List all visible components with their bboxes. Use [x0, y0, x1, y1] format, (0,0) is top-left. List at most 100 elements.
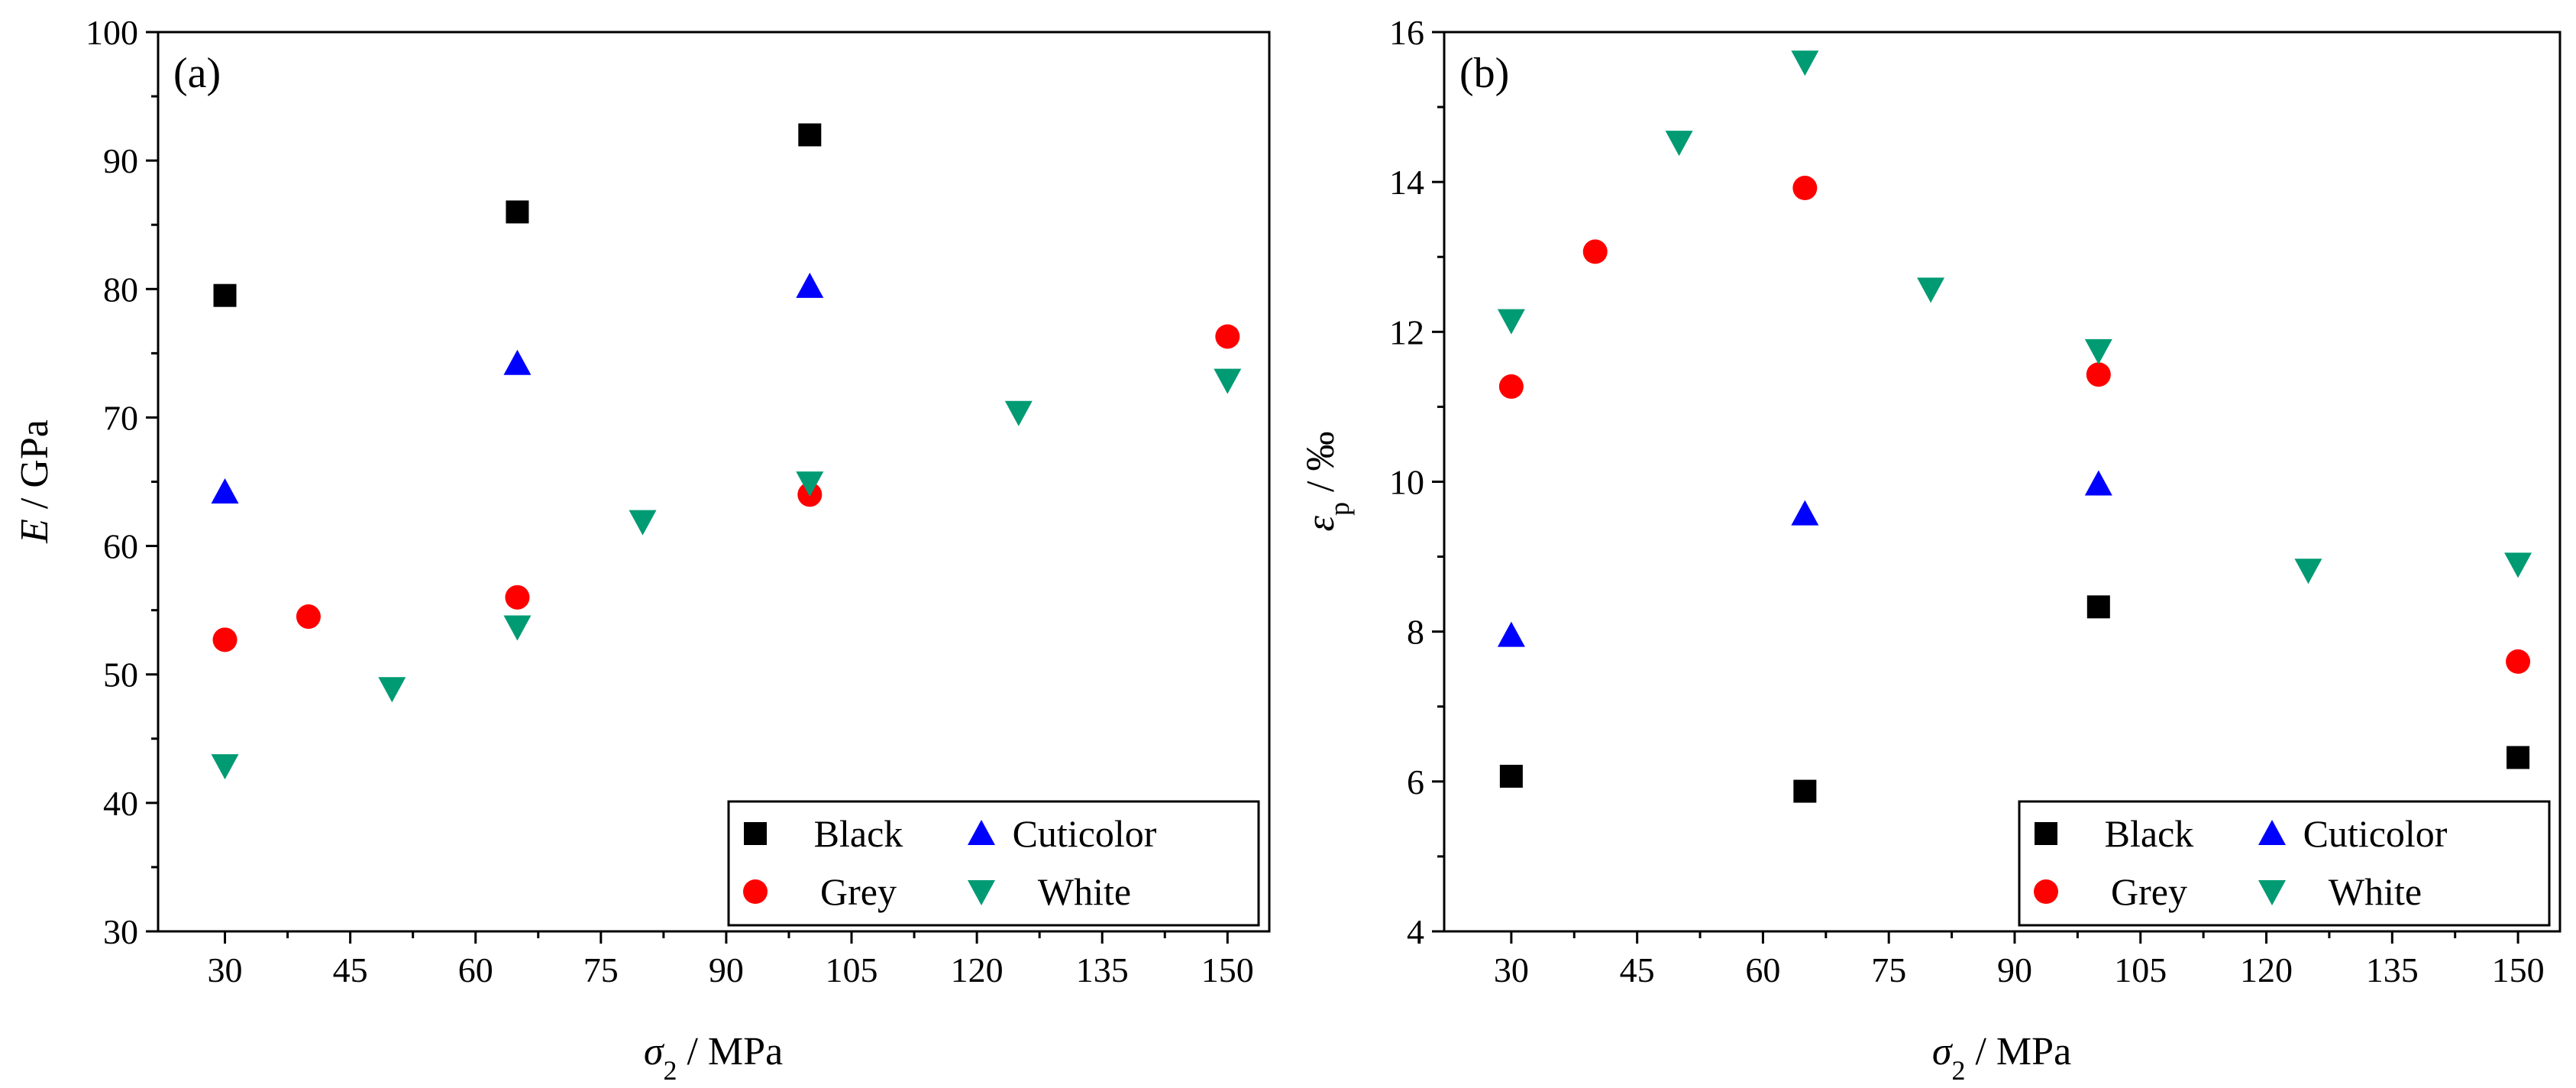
- data-point-grey: [1498, 374, 1524, 399]
- y-tick-label: 12: [1389, 312, 1424, 351]
- data-point-black: [1793, 779, 1817, 803]
- legend-marker-grey: [2034, 879, 2058, 904]
- y-tick-label: 4: [1407, 912, 1424, 951]
- y-axis-unit: / GPa: [13, 419, 57, 519]
- x-axis-symbol: σ: [644, 1030, 665, 1073]
- data-point-white: [2294, 559, 2322, 584]
- data-point-cuticolor: [211, 478, 239, 504]
- legend-marker-white: [2258, 880, 2286, 905]
- series-black: [1499, 595, 2530, 803]
- x-axis-subscript: 2: [1951, 1055, 1965, 1086]
- data-point-white: [796, 471, 824, 497]
- x-axis-label: σ2 / MPa: [644, 1030, 783, 1086]
- series-white: [1497, 50, 2532, 584]
- chart-panel-b: 30 45 60 75 90 105 120 135 150 4 6 8 10 12 14 16 (b) σ2 /…: [1299, 13, 2561, 1086]
- legend-box: [727, 800, 1260, 927]
- legend-label-cuticolor: Cuticolor: [1013, 812, 1157, 855]
- data-point-grey: [1582, 239, 1608, 264]
- legend-marker-black: [2035, 822, 2057, 845]
- data-point-black: [506, 200, 529, 224]
- y-axis-unit: / ‰: [1299, 432, 1343, 502]
- legend-label-white: White: [1038, 870, 1131, 913]
- data-point-white: [629, 510, 657, 536]
- data-point-grey: [2086, 362, 2111, 387]
- data-point-grey: [212, 627, 238, 652]
- y-tick-label: 80: [103, 270, 138, 309]
- data-point-white: [1214, 368, 1242, 394]
- x-axis-unit: / MPa: [1965, 1030, 2071, 1073]
- y-tick-label: 10: [1389, 463, 1424, 502]
- legend-label-white: White: [2329, 870, 2422, 913]
- data-point-cuticolor: [503, 349, 532, 375]
- data-point-black: [1499, 764, 1523, 788]
- x-tick-label: 150: [2492, 950, 2545, 989]
- data-point-white: [2504, 552, 2532, 578]
- y-tick-label: 100: [86, 13, 138, 52]
- y-axis-label: E / GPa: [13, 419, 57, 544]
- x-tick-label: 105: [826, 950, 878, 989]
- series-black: [213, 123, 822, 307]
- x-tick-label: 105: [2114, 950, 2167, 989]
- x-tick-label: 30: [1494, 950, 1529, 989]
- plot-frame: [1443, 31, 2561, 933]
- series-grey: [1498, 176, 2531, 674]
- legend-marker-white: [968, 880, 995, 905]
- y-tick-label: 14: [1389, 163, 1424, 202]
- data-point-grey: [1792, 176, 1818, 201]
- x-axis-label: σ2 / MPa: [1932, 1030, 2071, 1086]
- x-axis-symbol: σ: [1932, 1030, 1954, 1073]
- y-tick-label: 16: [1389, 13, 1424, 52]
- y-tick-label: 50: [103, 656, 138, 695]
- y-tick-label: 40: [103, 784, 138, 823]
- x-tick-label: 120: [2240, 950, 2293, 989]
- data-point-black: [2086, 595, 2110, 619]
- legend-label-grey: Grey: [2111, 870, 2187, 913]
- legend-box: [2018, 800, 2551, 927]
- x-tick-label: 150: [1201, 950, 1254, 989]
- data-point-black: [798, 123, 822, 147]
- data-point-grey: [1215, 324, 1240, 349]
- x-tick-label: 45: [1620, 950, 1655, 989]
- y-axis-subscript: p: [1324, 502, 1355, 516]
- data-point-white: [378, 677, 406, 703]
- data-point-white: [1497, 309, 1525, 335]
- legend-marker-grey: [743, 879, 768, 904]
- x-tick-label: 120: [951, 950, 1004, 989]
- series-cuticolor: [211, 272, 824, 504]
- plot-frame: [157, 31, 1271, 933]
- data-point-black: [213, 283, 237, 307]
- x-tick-label: 60: [458, 950, 493, 989]
- legend-label-black: Black: [2105, 812, 2194, 855]
- data-point-grey: [505, 584, 530, 610]
- x-tick-label: 60: [1745, 950, 1780, 989]
- legend-label-grey: Grey: [820, 870, 897, 913]
- y-tick-label: 6: [1407, 763, 1424, 801]
- x-tick-label: 90: [709, 950, 744, 989]
- y-tick-label: 8: [1407, 613, 1424, 652]
- x-tick-label: 30: [208, 950, 243, 989]
- y-axis-symbol: ε: [1299, 515, 1343, 531]
- y-tick-label: 90: [103, 141, 138, 180]
- legend-marker-cuticolor: [968, 820, 995, 845]
- chart-panel-a: 30 45 60 75 90 105 120 135 150 30 40 50 60 70 80 90 100 (…: [13, 13, 1271, 1086]
- data-point-white: [211, 754, 239, 780]
- series-grey: [212, 324, 1240, 652]
- y-tick-label: 70: [103, 398, 138, 437]
- data-point-cuticolor: [2084, 470, 2112, 496]
- data-point-white: [1665, 131, 1693, 157]
- data-point-cuticolor: [1791, 500, 1819, 526]
- data-point-cuticolor: [796, 272, 824, 298]
- legend-marker-cuticolor: [2258, 820, 2286, 845]
- data-point-white: [1917, 277, 1945, 303]
- x-tick-label: 45: [333, 950, 368, 989]
- y-tick-label: 30: [103, 912, 138, 951]
- legend: Black Cuticolor Grey White: [727, 800, 1260, 927]
- x-tick-label: 75: [583, 950, 619, 989]
- legend-label-black: Black: [814, 812, 903, 855]
- series-white: [211, 368, 1242, 780]
- panel-label: (b): [1459, 50, 1509, 97]
- legend-marker-black: [744, 822, 767, 845]
- x-axis-subscript: 2: [663, 1055, 677, 1086]
- data-point-cuticolor: [1497, 621, 1525, 647]
